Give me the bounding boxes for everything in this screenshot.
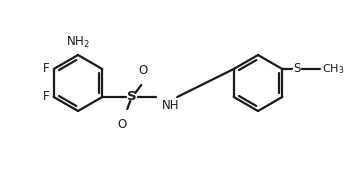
Text: NH$_2$: NH$_2$ bbox=[66, 35, 90, 50]
Text: NH: NH bbox=[162, 99, 180, 112]
Text: O: O bbox=[117, 118, 127, 131]
Text: S: S bbox=[293, 62, 300, 76]
Text: O: O bbox=[138, 64, 148, 77]
Text: F: F bbox=[43, 90, 50, 103]
Text: F: F bbox=[43, 62, 50, 76]
Text: S: S bbox=[127, 90, 137, 103]
Text: CH$_3$: CH$_3$ bbox=[322, 62, 345, 76]
